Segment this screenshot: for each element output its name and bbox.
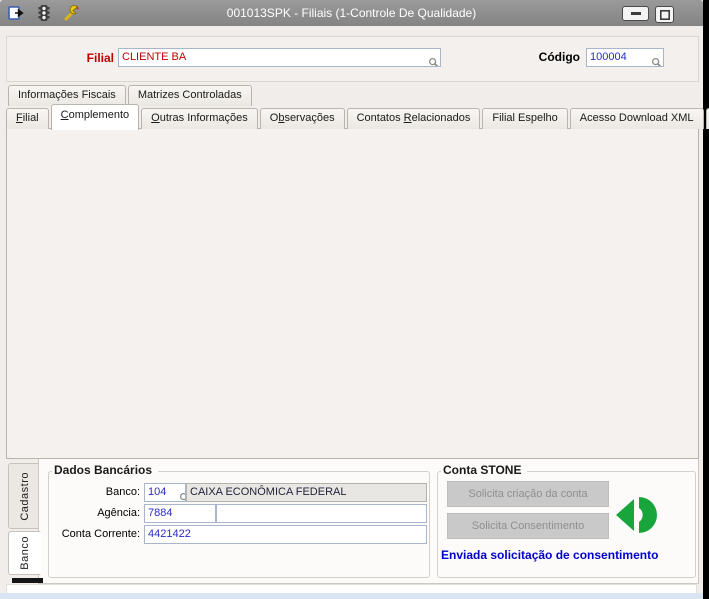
conta-corrente-field[interactable]: 4421422 xyxy=(144,525,427,544)
traffic-light-icon[interactable] xyxy=(34,4,54,22)
solicita-criacao-button[interactable]: Solicita criação da conta xyxy=(447,481,609,507)
tab-observacoes[interactable]: Observações xyxy=(259,108,345,129)
conta-corrente-label: Conta Corrente: xyxy=(61,528,140,540)
filial-value: CLIENTE BA xyxy=(122,51,187,63)
tabstrip-outer: Informações Fiscais Matrizes Controladas xyxy=(8,85,254,107)
magnifier-icon[interactable] xyxy=(651,57,663,66)
tab-contatos-relacionados[interactable]: Contatos Relacionados xyxy=(346,108,481,129)
tabstrip-inner: Filial Complemento Outras Informações Ob… xyxy=(6,104,709,130)
agencia-field[interactable]: 7884 xyxy=(144,504,216,523)
dados-bancarios-title: Dados Bancários xyxy=(52,463,159,477)
agencia-label: Agência: xyxy=(97,507,140,519)
magnifier-icon[interactable] xyxy=(179,492,185,501)
banco-nome-field: CAIXA ECONÔMICA FEDERAL xyxy=(186,483,427,502)
tab-log[interactable]: Log xyxy=(705,108,709,129)
side-tab-cadastro[interactable]: Cadastro xyxy=(8,463,41,529)
tab-informacoes-fiscais[interactable]: Informações Fiscais xyxy=(8,85,126,106)
codigo-field[interactable]: 100004 xyxy=(586,48,664,67)
window-title: 001013SPK - Filiais (1-Controle De Quali… xyxy=(226,6,477,20)
tab-filial-espelho[interactable]: Filial Espelho xyxy=(482,108,568,129)
minimize-icon[interactable] xyxy=(622,6,649,21)
tab-complemento[interactable]: Complemento xyxy=(50,104,140,130)
conta-stone-title: Conta STONE xyxy=(441,463,528,477)
codigo-label: Código xyxy=(538,50,580,64)
tab-filial[interactable]: Filial xyxy=(6,108,49,129)
consentimento-status-text: Enviada solicitação de consentimento xyxy=(441,548,659,562)
tab-acesso-download-xml[interactable]: Acesso Download XML xyxy=(569,108,704,129)
status-strip xyxy=(0,593,703,599)
codigo-value: 100004 xyxy=(590,51,627,63)
banco-label: Banco: xyxy=(105,486,140,498)
agencia-dv-field[interactable] xyxy=(216,504,427,523)
filial-field[interactable]: CLIENTE BA xyxy=(118,48,441,67)
side-tab-banco[interactable]: Banco xyxy=(8,531,41,575)
tab-matrizes-controladas[interactable]: Matrizes Controladas xyxy=(127,85,252,106)
magnifier-icon[interactable] xyxy=(428,57,440,66)
titlebar: 001013SPK - Filiais (1-Controle De Quali… xyxy=(0,0,703,26)
stone-logo-icon xyxy=(615,495,659,538)
solicita-consentimento-button[interactable]: Solicita Consentimento xyxy=(447,513,609,539)
tabpage-complemento xyxy=(6,128,699,459)
filial-label: Filial xyxy=(86,51,114,65)
exit-icon[interactable] xyxy=(6,4,26,22)
banco-code-field[interactable]: 104 xyxy=(144,483,186,502)
wrench-icon[interactable] xyxy=(62,4,82,22)
tab-scroll-indicator[interactable] xyxy=(12,578,43,583)
maximize-icon[interactable] xyxy=(655,6,674,23)
tab-outras-informacoes[interactable]: Outras Informações xyxy=(141,108,258,129)
